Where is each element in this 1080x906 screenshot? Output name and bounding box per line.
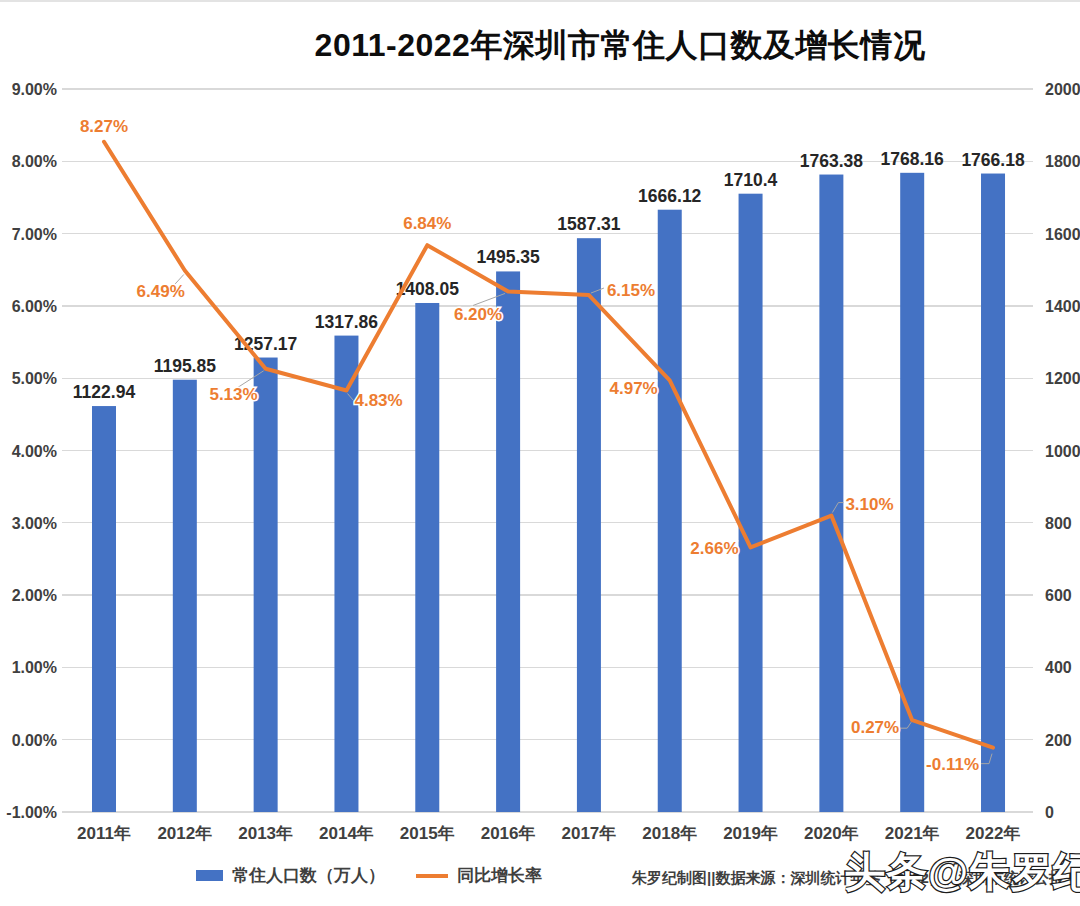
population-bar bbox=[981, 174, 1005, 812]
growth-rate-label: 5.13% bbox=[209, 385, 257, 404]
x-axis-label: 2014年 bbox=[319, 824, 374, 843]
bar-value-label: 1768.16 bbox=[881, 149, 945, 169]
bar-value-label: 1587.31 bbox=[557, 214, 621, 234]
y-axis-right-tick: 200 bbox=[1045, 732, 1072, 749]
source-credit: 朱罗纪制图||数据来源：深圳统计年鉴（2022）、深圳市统计公报 bbox=[632, 869, 1064, 888]
growth-rate-label: 4.97% bbox=[610, 379, 658, 398]
y-axis-right-tick: 400 bbox=[1045, 659, 1072, 676]
y-axis-left-tick: 5.00% bbox=[12, 370, 57, 387]
population-bar bbox=[658, 210, 682, 812]
growth-rate-label: 2.66% bbox=[690, 539, 738, 558]
y-axis-right-tick: 600 bbox=[1045, 587, 1072, 604]
legend-bar-swatch-icon bbox=[196, 870, 223, 881]
combo-chart: 9.00%20008.00%18007.00%16006.00%14005.00… bbox=[0, 2, 1080, 906]
growth-rate-label: -0.11% bbox=[926, 755, 979, 774]
x-axis-label: 2012年 bbox=[157, 824, 212, 843]
population-bar bbox=[415, 303, 439, 812]
y-axis-left-tick: -1.00% bbox=[6, 804, 57, 821]
y-axis-right-tick: 1200 bbox=[1045, 370, 1080, 387]
x-axis-label: 2019年 bbox=[723, 824, 778, 843]
x-axis-label: 2018年 bbox=[642, 824, 697, 843]
bar-value-label: 1495.35 bbox=[476, 247, 540, 267]
growth-rate-line bbox=[104, 142, 993, 748]
bar-value-label: 1763.38 bbox=[800, 151, 864, 171]
population-bar bbox=[254, 358, 278, 812]
population-bar bbox=[819, 175, 843, 812]
y-axis-left-tick: 2.00% bbox=[12, 587, 57, 604]
bar-value-label: 1666.12 bbox=[638, 186, 702, 206]
population-bar bbox=[577, 238, 601, 812]
y-axis-left-tick: 9.00% bbox=[12, 81, 57, 98]
bar-value-label: 1317.86 bbox=[315, 312, 379, 332]
y-axis-left-tick: 6.00% bbox=[12, 298, 57, 315]
legend-line-label: 同比增长率 bbox=[457, 864, 542, 887]
y-axis-left-tick: 4.00% bbox=[12, 443, 57, 460]
growth-rate-label: 0.27% bbox=[851, 718, 899, 737]
y-axis-left-tick: 7.00% bbox=[12, 226, 57, 243]
growth-rate-label: 6.84% bbox=[403, 214, 451, 233]
chart-page: 2011-2022年深圳市常住人口数及增长情况 9.00%20008.00%18… bbox=[0, 0, 1080, 906]
legend-line-swatch-icon bbox=[416, 874, 448, 878]
x-axis-label: 2011年 bbox=[77, 824, 131, 843]
population-bar bbox=[92, 406, 116, 812]
y-axis-right-tick: 1000 bbox=[1045, 443, 1080, 460]
x-axis-label: 2015年 bbox=[400, 824, 455, 843]
x-axis-label: 2013年 bbox=[238, 824, 293, 843]
chart-legend: 常住人口数（万人） 同比增长率 bbox=[196, 864, 542, 887]
population-bar bbox=[496, 271, 520, 812]
x-axis-label: 2016年 bbox=[481, 824, 536, 843]
y-axis-left-tick: 0.00% bbox=[12, 732, 57, 749]
population-bar bbox=[173, 380, 197, 812]
growth-rate-label: 6.15% bbox=[607, 281, 655, 300]
x-axis-label: 2020年 bbox=[804, 824, 859, 843]
y-axis-right-tick: 800 bbox=[1045, 515, 1072, 532]
growth-rate-label: 6.49% bbox=[137, 282, 185, 301]
y-axis-right-tick: 0 bbox=[1045, 804, 1054, 821]
bar-value-label: 1195.85 bbox=[154, 356, 217, 376]
y-axis-left-tick: 1.00% bbox=[12, 659, 57, 676]
growth-rate-label: 8.27% bbox=[80, 117, 128, 136]
growth-rate-label: 4.83% bbox=[354, 391, 402, 410]
y-axis-right-tick: 2000 bbox=[1045, 81, 1080, 98]
growth-rate-label: 3.10% bbox=[845, 495, 893, 514]
y-axis-left-tick: 8.00% bbox=[12, 153, 57, 170]
population-bar bbox=[739, 194, 763, 812]
bar-value-label: 1122.94 bbox=[73, 382, 136, 402]
y-axis-right-tick: 1600 bbox=[1045, 226, 1080, 243]
bar-value-label: 1710.4 bbox=[724, 170, 778, 190]
y-axis-right-tick: 1400 bbox=[1045, 298, 1080, 315]
growth-rate-label: 6.20% bbox=[454, 305, 502, 324]
y-axis-right-tick: 1800 bbox=[1045, 153, 1080, 170]
x-axis-label: 2017年 bbox=[562, 824, 617, 843]
bar-value-label: 1766.18 bbox=[961, 150, 1025, 170]
x-axis-label: 2021年 bbox=[885, 824, 940, 843]
legend-bar-label: 常住人口数（万人） bbox=[232, 864, 385, 887]
y-axis-left-tick: 3.00% bbox=[12, 515, 57, 532]
x-axis-label: 2022年 bbox=[966, 824, 1021, 843]
